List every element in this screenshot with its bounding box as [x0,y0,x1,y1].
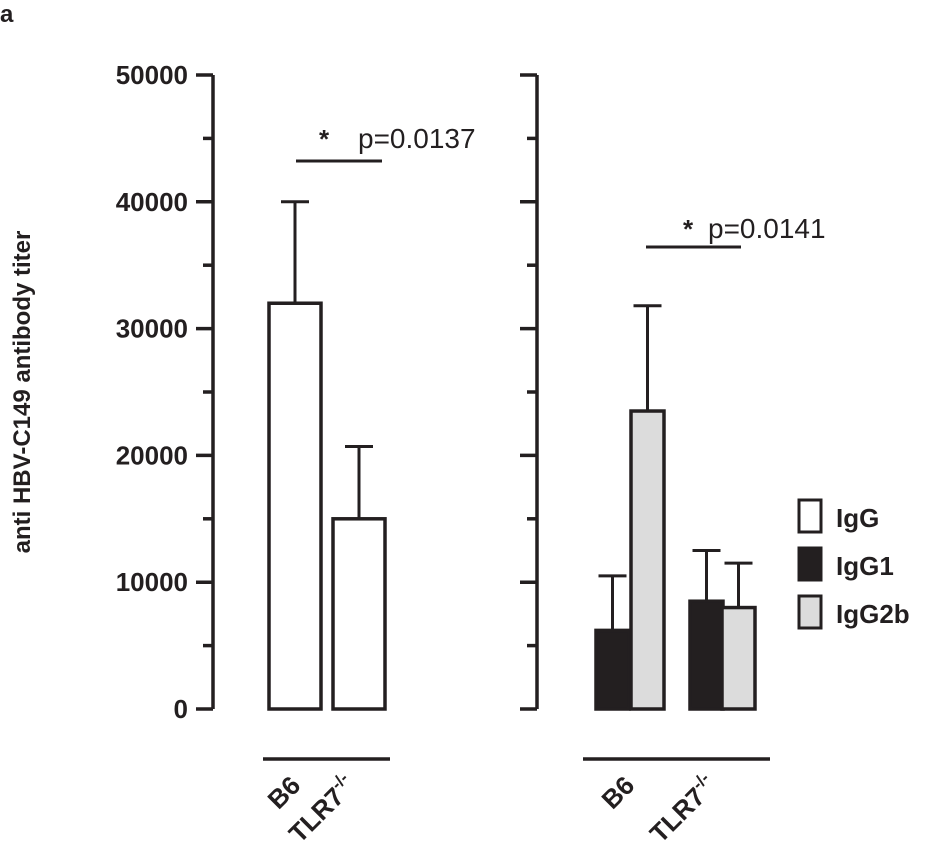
x-tick-label: B6 [596,770,641,815]
bar [629,409,666,711]
y-tick-label: 20000 [116,440,188,470]
y-axis-label: anti HBV-C149 antibody titer [9,231,36,554]
significance-star: * [683,214,694,244]
legend-swatch [797,594,823,630]
x-tick-superscript: -/- [327,769,352,794]
y-tick-label: 50000 [116,60,188,90]
legend-swatch [797,498,823,534]
bar [594,628,631,711]
panel-label: a [0,1,14,28]
y-tick-label: 30000 [116,314,188,344]
legend-label: IgG [836,503,879,533]
bars [267,200,757,711]
bar [267,301,323,711]
annotations: * p=0.0137 * p=0.0141 [296,123,826,249]
bar [720,605,757,711]
y-tick-label: 10000 [116,567,188,597]
p-value-label: p=0.0137 [358,123,476,154]
x-tick-label-group: TLR7-/- [642,769,722,849]
axes: 0 10000 20000 30000 40000 50000 [116,60,539,724]
x-tick-label: TLR7-/- [642,769,722,849]
legend-label: IgG2b [836,599,910,629]
y-tick-label: 40000 [116,187,188,217]
significance-star: * [319,124,330,154]
bar [688,599,725,711]
legend-swatch [797,546,823,582]
x-tick-label-group: B6 [596,770,641,815]
x-tick-label: B6 [262,770,307,815]
bar [331,517,387,711]
legend-label: IgG1 [836,551,894,581]
x-tick-superscript: -/- [688,769,713,794]
legend: IgG IgG1 IgG2b [797,498,910,630]
x-tick-label-group: B6 [262,770,307,815]
p-value-label: p=0.0141 [708,213,826,244]
y-tick-label: 0 [174,694,188,724]
